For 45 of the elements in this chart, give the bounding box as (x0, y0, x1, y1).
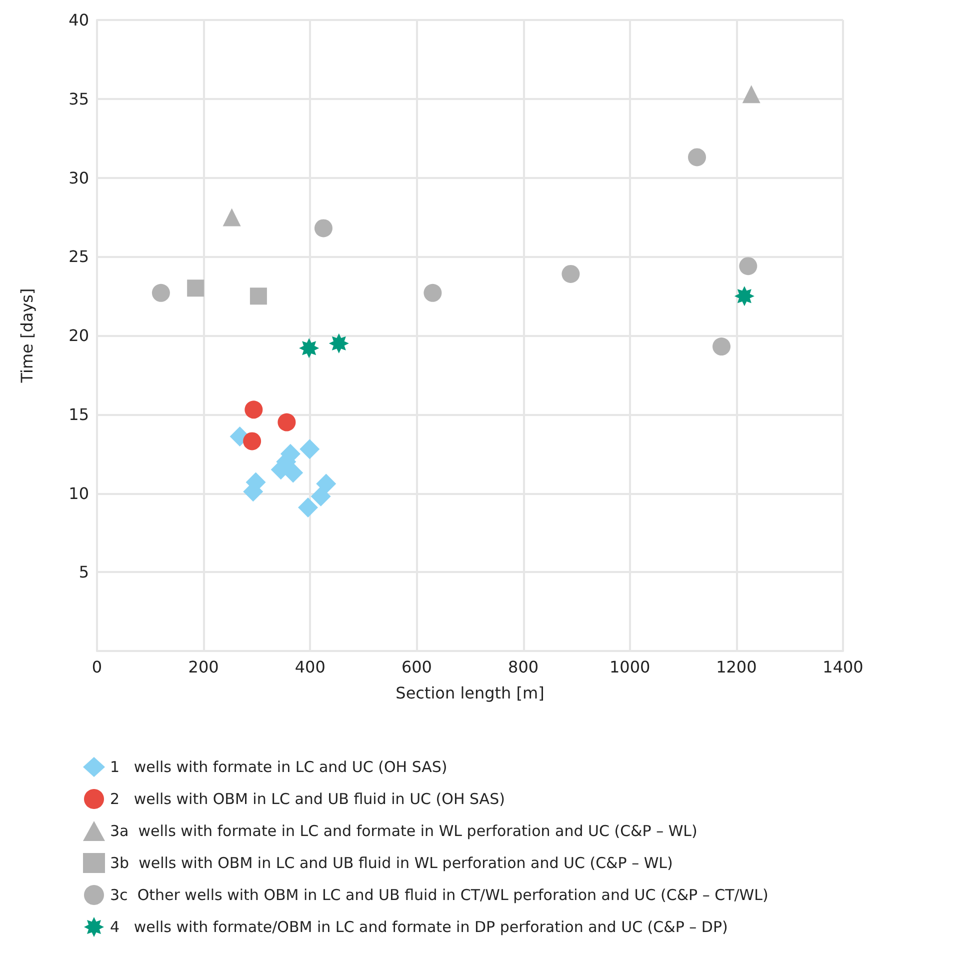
point (328, 333, 349, 354)
point (244, 400, 263, 419)
legend-label: 2 wells with OBM in LC and UB fluid in UC (OH SAS) (110, 790, 505, 808)
point (300, 439, 320, 460)
legend-label: 3a wells with formate in LC and formate in WL perforation and UC (C&P – WL) (110, 822, 698, 840)
point (222, 208, 241, 226)
point (316, 474, 336, 494)
point (278, 413, 296, 432)
x-tick-label: 600 (401, 658, 432, 676)
x-tick-label: 1400 (822, 658, 864, 676)
point (298, 497, 318, 518)
x-tick-label: 200 (188, 658, 219, 676)
x-tick-label: 800 (508, 658, 539, 676)
y-tick-label: 35 (68, 89, 89, 108)
legend-label: 1 wells with formate in LC and UC (OH SAS) (110, 758, 448, 776)
point (310, 486, 331, 506)
y-tick-label: 25 (68, 247, 89, 266)
point (742, 85, 760, 104)
y-tick-label: 5 (78, 562, 89, 582)
point (712, 338, 731, 356)
y-tick-label: 30 (68, 168, 89, 188)
point (243, 432, 262, 450)
point (734, 286, 754, 306)
x-tick-label: 1000 (610, 658, 650, 676)
point (152, 284, 170, 302)
point (688, 148, 706, 166)
y-tick-label: 10 (68, 484, 89, 503)
legend-label: 4 wells with formate/OBM in LC and formate in DP perforation and UC (C&P – DP) (110, 918, 728, 936)
x-tick-label: 1200 (716, 658, 757, 676)
legend-label: 3b wells with OBM in LC and UB fluid in WL perforation and UC (C&P – WL) (110, 854, 673, 872)
point (187, 280, 204, 297)
x-tick-label: 400 (294, 658, 326, 676)
y-axis-title: Time [days] (18, 288, 36, 384)
point (739, 257, 758, 276)
point (562, 264, 580, 283)
legend-label: 3c Other wells with OBM in LC and UB fluid in CT/WL perforation and UC (C&P – CT/WL) (110, 886, 768, 904)
point (314, 219, 332, 238)
point (424, 284, 442, 302)
point (299, 338, 320, 358)
x-axis-title: Section length [m] (396, 684, 544, 702)
y-tick-label: 40 (68, 10, 89, 30)
y-tick-label: 20 (68, 326, 89, 345)
y-tick-label: 15 (68, 404, 89, 424)
point (250, 288, 267, 305)
x-tick-label: 0 (92, 658, 102, 676)
